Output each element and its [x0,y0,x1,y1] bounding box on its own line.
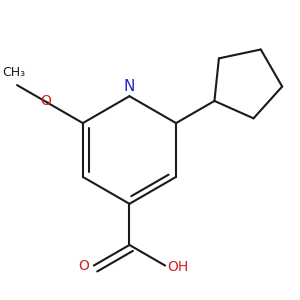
Text: CH₃: CH₃ [2,66,26,80]
Text: N: N [124,79,135,94]
Text: O: O [40,94,51,108]
Text: OH: OH [168,260,189,274]
Text: O: O [78,259,89,272]
